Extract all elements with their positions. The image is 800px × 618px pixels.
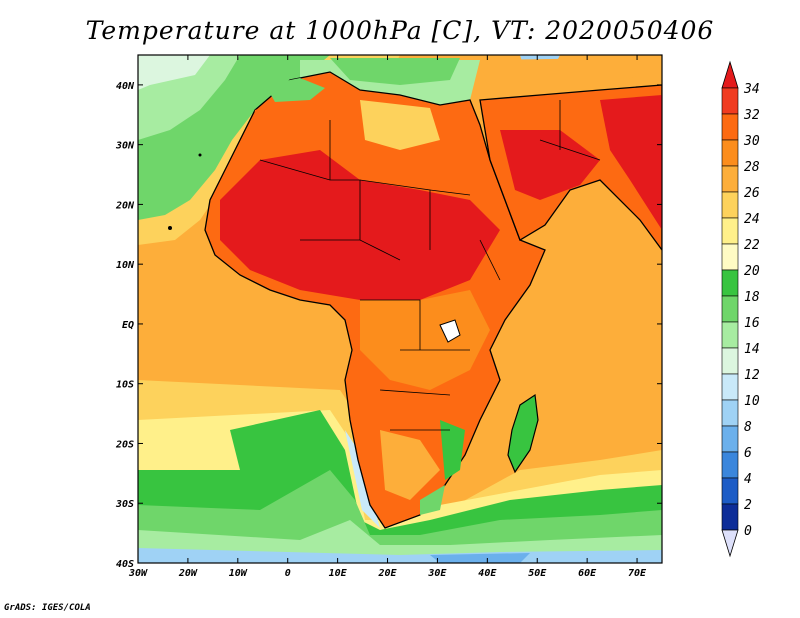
lat-tick-label: 40N: [116, 81, 135, 92]
lon-tick-label: 30E: [427, 568, 447, 579]
lon-tick-label: 60E: [578, 568, 597, 579]
map-frame: [137, 54, 663, 564]
colorbar-segment: [721, 269, 739, 297]
south-band-darker-blue: [430, 553, 530, 563]
lon-tick-label: 20W: [178, 568, 198, 579]
lon-tick-label: 20E: [377, 568, 397, 579]
temperature-field: [138, 55, 662, 563]
colorbar-label: 0: [744, 524, 752, 539]
colorbar-label: 28: [744, 160, 760, 175]
colorbar-label: 4: [744, 472, 752, 487]
colorbar-segment: [721, 451, 739, 479]
colorbar-label: 30: [743, 134, 760, 149]
colorbar-arrow-bottom: [721, 529, 739, 558]
libya-egypt-coast: [360, 100, 440, 150]
colorbar-segment: [721, 321, 739, 349]
colorbar-segment: [721, 165, 739, 193]
lat-tick-label: EQ: [122, 320, 134, 331]
cape-verde-island: [168, 226, 172, 230]
colorbar-label: 18: [744, 290, 760, 305]
chart-title: Temperature at 1000hPa [C], VT: 20200504…: [85, 16, 715, 45]
colorbar-label: 32: [743, 108, 760, 123]
colorbar-label: 22: [744, 238, 760, 253]
atlantic-pale: [138, 55, 210, 90]
lat-tick-label: 10S: [116, 380, 134, 391]
colorbar-label: 2: [744, 498, 752, 513]
colorbar-label: 20: [744, 264, 760, 279]
colorbar-segment: [721, 139, 739, 167]
lat-tick-label: 30S: [115, 499, 134, 510]
lon-tick-label: 40E: [478, 568, 497, 579]
turkey-iran: [480, 58, 640, 95]
colorbar-segment: [721, 113, 739, 141]
grads-credit: GrADS: IGES/COLA: [4, 603, 91, 613]
colorbar-label: 10: [744, 394, 760, 409]
latitude-ticks: 40N 30N 20N 10N EQ 10S 20S 30S 40S: [115, 81, 662, 570]
lat-tick-label: 20S: [115, 439, 134, 450]
arabia-hot-core: [500, 130, 600, 200]
central-africa: [360, 290, 490, 390]
country-borders: [259, 100, 601, 431]
mediterranean-inner: [330, 58, 460, 85]
colorbar-label: 6: [744, 446, 752, 461]
colorbar-label: 26: [744, 186, 760, 201]
southern-africa-interior: [380, 430, 440, 500]
maghreb-warm: [250, 95, 340, 150]
lon-tick-label: 50E: [528, 568, 547, 579]
colorbar-segment: [721, 425, 739, 453]
colorbar-segment: [721, 295, 739, 323]
lat-tick-label: 40S: [116, 559, 134, 570]
colorbar-segment: [721, 399, 739, 427]
lat-tick-label: 10N: [116, 260, 135, 271]
canary-island: [198, 153, 202, 157]
colorbar-label: 8: [744, 420, 752, 435]
colorbar-segment: [721, 477, 739, 505]
atlas-cool: [265, 78, 325, 102]
india-pakistan-hot: [600, 95, 662, 230]
colorbar-segment: [721, 87, 739, 115]
lon-tick-label: 10W: [229, 568, 248, 579]
colorbar-label: 34: [743, 82, 760, 97]
colorbar-segment: [721, 373, 739, 401]
colorbar-label: 12: [744, 368, 760, 383]
mozambique-green: [440, 420, 465, 480]
colorbar-label: 24: [744, 212, 760, 227]
lat-tick-label: 30N: [115, 141, 135, 152]
colorbar-segment: [721, 191, 739, 219]
lon-tick-label: 30W: [128, 568, 148, 579]
colorbar-arrow-top: [721, 60, 739, 89]
lake-victoria: [439, 319, 461, 343]
colorbar-label: 16: [744, 316, 760, 331]
lon-tick-label: 0: [285, 568, 291, 579]
lon-tick-label: 10E: [329, 568, 348, 579]
south-band-blue: [138, 548, 662, 563]
colorbar-segment: [721, 347, 739, 375]
madagascar: [507, 393, 539, 474]
lat-tick-label: 20N: [115, 200, 135, 211]
colorbar-segment: [721, 503, 739, 531]
colorbar-segment: [721, 243, 739, 271]
colorbar-segment: [721, 217, 739, 245]
south-africa-east: [420, 485, 445, 515]
longitude-ticks: 30W 20W 10W 0 10E 20E 30E 40E 50E 60E 70E: [128, 55, 647, 579]
lon-tick-label: 70E: [628, 568, 647, 579]
colorbar-label: 14: [744, 342, 760, 357]
